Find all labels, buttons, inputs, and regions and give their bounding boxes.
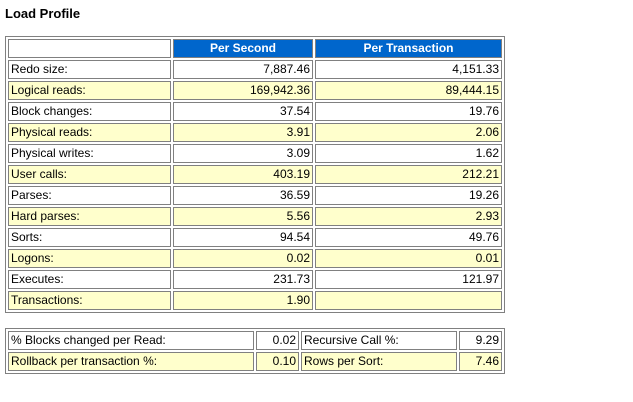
row-label: User calls: — [8, 165, 171, 184]
table-row: Hard parses: 5.56 2.93 — [8, 207, 502, 226]
row-label: Transactions: — [8, 291, 171, 310]
header-blank-cell — [8, 39, 171, 58]
ratio-label: % Blocks changed per Read: — [8, 331, 254, 350]
per-transaction-value: 0.01 — [315, 249, 502, 268]
table-row: Block changes: 37.54 19.76 — [8, 102, 502, 121]
per-second-value: 403.19 — [173, 165, 313, 184]
row-label: Executes: — [8, 270, 171, 289]
per-second-value: 231.73 — [173, 270, 313, 289]
per-transaction-value: 212.21 — [315, 165, 502, 184]
ratio-label: Rollback per transaction %: — [8, 352, 254, 371]
table-row: Physical writes: 3.09 1.62 — [8, 144, 502, 163]
per-second-value: 5.56 — [173, 207, 313, 226]
header-per-second: Per Second — [173, 39, 313, 58]
per-transaction-value: 2.06 — [315, 123, 502, 142]
table-row: Parses: 36.59 19.26 — [8, 186, 502, 205]
ratio-value: 9.29 — [459, 331, 502, 350]
table-row: Transactions: 1.90 — [8, 291, 502, 310]
row-label: Sorts: — [8, 228, 171, 247]
per-second-value: 0.02 — [173, 249, 313, 268]
table-row: User calls: 403.19 212.21 — [8, 165, 502, 184]
load-profile-table: Per Second Per Transaction Redo size: 7,… — [5, 36, 505, 313]
per-transaction-value: 4,151.33 — [315, 60, 502, 79]
ratio-value: 7.46 — [459, 352, 502, 371]
per-second-value: 37.54 — [173, 102, 313, 121]
table-row: Physical reads: 3.91 2.06 — [8, 123, 502, 142]
per-transaction-value — [315, 291, 502, 310]
table-row: Logons: 0.02 0.01 — [8, 249, 502, 268]
per-transaction-value: 49.76 — [315, 228, 502, 247]
per-transaction-value: 121.97 — [315, 270, 502, 289]
per-second-value: 3.91 — [173, 123, 313, 142]
per-second-value: 169,942.36 — [173, 81, 313, 100]
instance-ratios-table: % Blocks changed per Read: 0.02 Recursiv… — [5, 328, 505, 374]
row-label: Redo size: — [8, 60, 171, 79]
per-transaction-value: 2.93 — [315, 207, 502, 226]
row-label: Hard parses: — [8, 207, 171, 226]
table-row: % Blocks changed per Read: 0.02 Recursiv… — [8, 331, 502, 350]
per-second-value: 36.59 — [173, 186, 313, 205]
table-row: Rollback per transaction %: 0.10 Rows pe… — [8, 352, 502, 371]
page-title: Load Profile — [5, 6, 81, 21]
row-label: Logons: — [8, 249, 171, 268]
per-transaction-value: 1.62 — [315, 144, 502, 163]
row-label: Physical reads: — [8, 123, 171, 142]
table-row: Redo size: 7,887.46 4,151.33 — [8, 60, 502, 79]
per-transaction-value: 19.76 — [315, 102, 502, 121]
table-row: Sorts: 94.54 49.76 — [8, 228, 502, 247]
ratio-label: Recursive Call %: — [301, 331, 457, 350]
row-label: Block changes: — [8, 102, 171, 121]
row-label: Physical writes: — [8, 144, 171, 163]
per-second-value: 3.09 — [173, 144, 313, 163]
table-header-row: Per Second Per Transaction — [8, 39, 502, 58]
ratio-value: 0.10 — [256, 352, 299, 371]
table-row: Logical reads: 169,942.36 89,444.15 — [8, 81, 502, 100]
per-second-value: 1.90 — [173, 291, 313, 310]
per-second-value: 94.54 — [173, 228, 313, 247]
per-transaction-value: 89,444.15 — [315, 81, 502, 100]
header-per-transaction: Per Transaction — [315, 39, 502, 58]
row-label: Logical reads: — [8, 81, 171, 100]
ratio-label: Rows per Sort: — [301, 352, 457, 371]
row-label: Parses: — [8, 186, 171, 205]
per-second-value: 7,887.46 — [173, 60, 313, 79]
per-transaction-value: 19.26 — [315, 186, 502, 205]
table-row: Executes: 231.73 121.97 — [8, 270, 502, 289]
ratio-value: 0.02 — [256, 331, 299, 350]
